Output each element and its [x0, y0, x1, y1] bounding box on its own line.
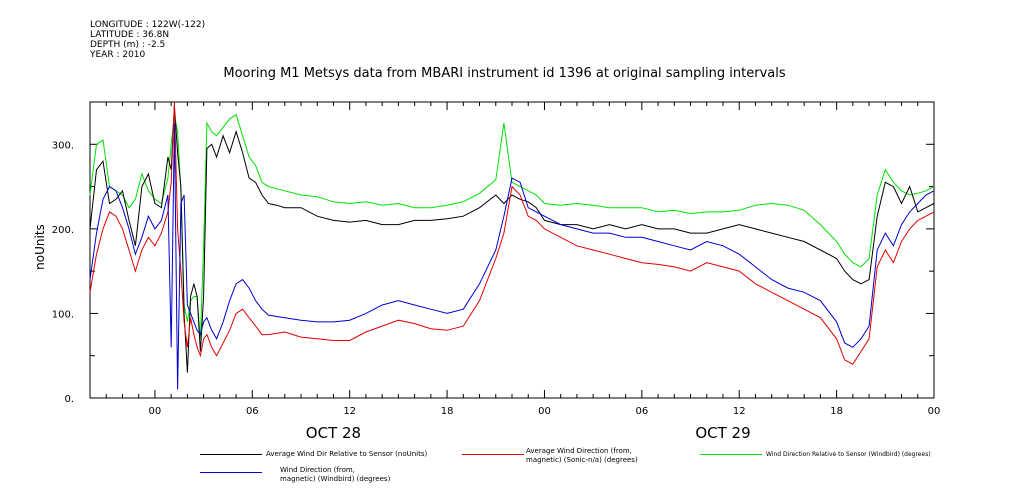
series-line-black [89, 106, 935, 373]
x-tick-label: 12 [733, 406, 746, 417]
legend-label-blue-line1: Wind Direction (from, [280, 466, 355, 474]
y-tick-label: 300. [52, 140, 74, 151]
legend-swatch-red [462, 454, 524, 455]
series-line-red [89, 101, 935, 365]
latitude-text: LATITUDE : 36.8N [90, 30, 170, 40]
depth-text: DEPTH (m) : -2.5 [90, 40, 166, 50]
y-tick-label: 200. [52, 225, 74, 236]
x-tick-label: 00 [149, 406, 162, 417]
x-tick-label: 12 [343, 406, 356, 417]
series-line-blue [89, 123, 935, 390]
y-axis-label: noUnits [33, 224, 47, 270]
x-date-label: OCT 28 [306, 424, 361, 442]
longitude-text: LONGITUDE : 122W(-122) [90, 20, 206, 30]
x-tick-label: 00 [538, 406, 551, 417]
chart-axes: 0. 100. 200. 300. 00 06 12 18 00 06 12 18 00 OCT 28 OC… [52, 101, 941, 442]
metadata-block: LONGITUDE : 122W(-122) LATITUDE : 36.8N … [90, 20, 205, 60]
chart-series [89, 101, 935, 390]
chart-title: Mooring M1 Metsys data from MBARI instru… [223, 66, 786, 81]
x-tick-label: 06 [635, 406, 648, 417]
legend-swatch-blue [200, 472, 262, 473]
legend-label-green: Wind Direction Relative to Sensor (Windb… [766, 451, 931, 458]
year-text: YEAR : 2010 [90, 50, 146, 60]
legend-label-black: Average Wind Dir Relative to Sensor (noU… [266, 450, 428, 458]
legend-swatch-black [200, 454, 262, 455]
legend-label-red-line2: magnetic) (Sonic-n/a) (degrees) [526, 456, 638, 464]
x-tick-label: 00 [928, 406, 941, 417]
series-line-green [89, 113, 935, 339]
legend-label-blue-line2: magnetic) (Windbird) (degrees) [280, 475, 391, 483]
legend-label-red-line1: Average Wind Direction (from, [526, 447, 632, 455]
x-tick-label: 18 [441, 406, 454, 417]
y-tick-label: 0. [64, 394, 74, 405]
legend-swatch-green [700, 454, 762, 455]
y-tick-label: 100. [52, 309, 74, 320]
x-date-label: OCT 29 [695, 424, 750, 442]
x-tick-label: 18 [830, 406, 843, 417]
plot-frame [89, 101, 935, 399]
x-tick-label: 06 [246, 406, 259, 417]
